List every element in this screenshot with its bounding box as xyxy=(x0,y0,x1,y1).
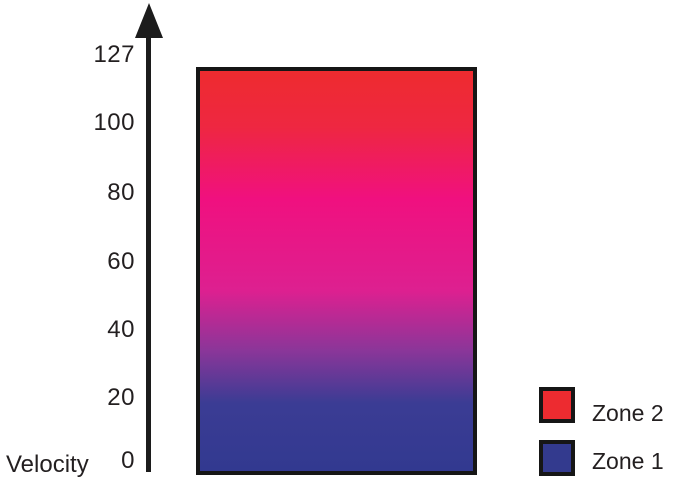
velocity-gradient-rect xyxy=(196,67,477,475)
y-tick-label-40: 40 xyxy=(107,316,135,343)
legend-swatch-zone2 xyxy=(539,387,575,423)
y-tick-label-100: 100 xyxy=(93,109,135,136)
y-tick-label-127: 127 xyxy=(93,41,135,68)
y-tick-label-20: 20 xyxy=(107,384,135,411)
y-axis-title: Velocity xyxy=(6,451,89,478)
legend-swatch-zone1 xyxy=(539,440,575,476)
legend-label-zone2: Zone 2 xyxy=(592,400,664,426)
arrow-up-icon xyxy=(135,3,163,38)
y-axis-line xyxy=(146,28,151,472)
y-tick-label-80: 80 xyxy=(107,179,135,206)
legend-label-zone1: Zone 1 xyxy=(592,448,664,474)
y-tick-label-0: 0 xyxy=(121,447,135,474)
y-tick-label-60: 60 xyxy=(107,248,135,275)
